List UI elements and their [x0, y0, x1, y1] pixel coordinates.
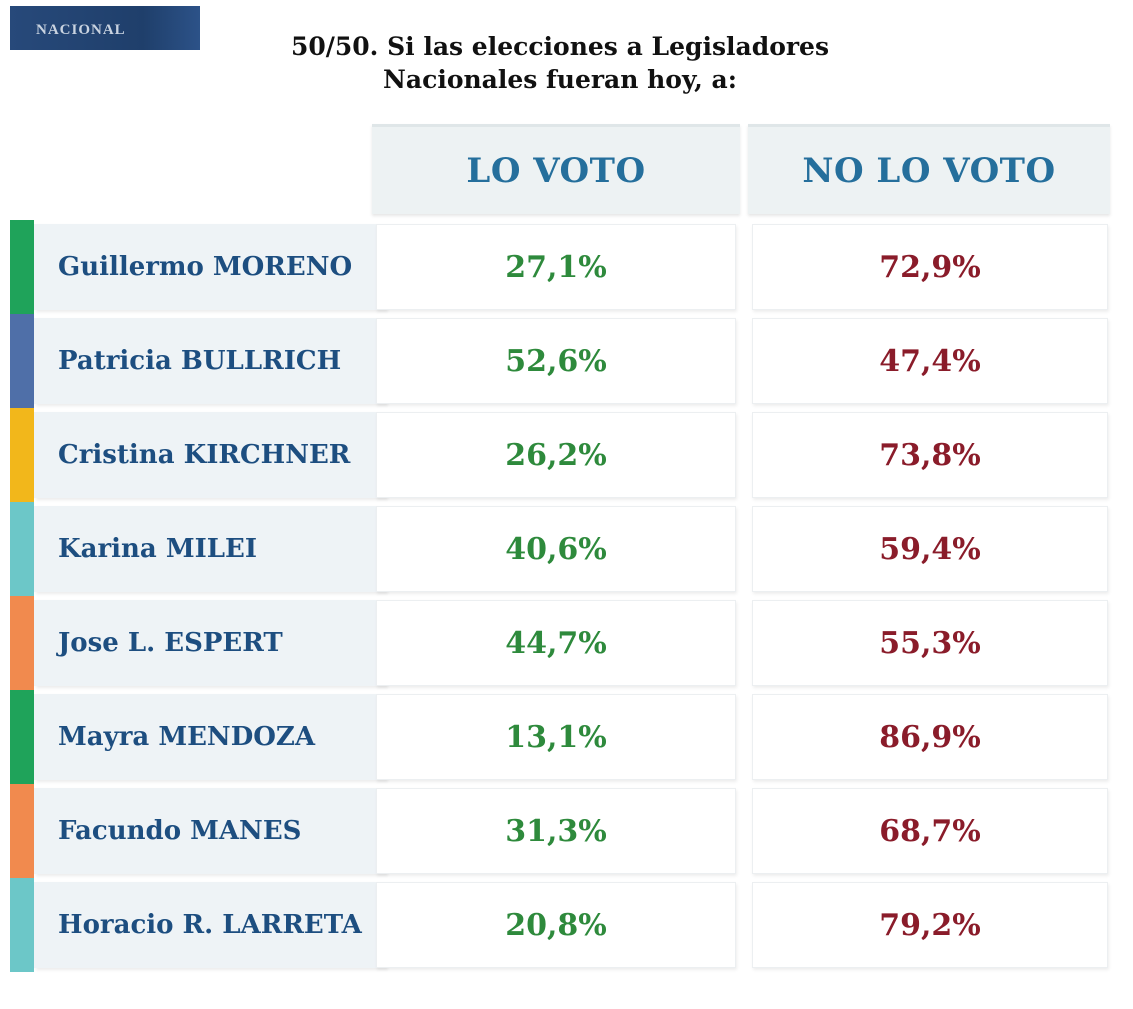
lo-voto-value: 13,1% [376, 694, 736, 780]
lo-voto-value: 26,2% [376, 412, 736, 498]
title-line-2: Nacionales fueran hoy, a: [383, 65, 737, 94]
table-row: Patricia BULLRICH 52,6% 47,4% [10, 314, 1110, 408]
title-line-1: 50/50. Si las elecciones a Legisladores [290, 32, 830, 61]
party-color-stripe [10, 314, 34, 408]
party-color-stripe [10, 502, 34, 596]
no-lo-voto-value: 79,2% [752, 882, 1108, 968]
lo-voto-value: 44,7% [376, 600, 736, 686]
candidate-name: Horacio R. LARRETA [34, 882, 386, 968]
table-row: Facundo MANES 31,3% 68,7% [10, 784, 1110, 878]
candidate-name: Jose L. ESPERT [34, 600, 386, 686]
no-lo-voto-value: 72,9% [752, 224, 1108, 310]
no-lo-voto-value: 68,7% [752, 788, 1108, 874]
no-lo-voto-value: 59,4% [752, 506, 1108, 592]
lo-voto-value: 31,3% [376, 788, 736, 874]
party-color-stripe [10, 784, 34, 878]
no-lo-voto-value: 55,3% [752, 600, 1108, 686]
candidate-name: Patricia BULLRICH [34, 318, 386, 404]
lo-voto-value: 52,6% [376, 318, 736, 404]
party-color-stripe [10, 690, 34, 784]
table-row: Guillermo MORENO 27,1% 72,9% [10, 220, 1110, 314]
candidate-name: Cristina KIRCHNER [34, 412, 386, 498]
column-header-no-lo-voto: NO LO VOTO [748, 124, 1110, 214]
no-lo-voto-value: 47,4% [752, 318, 1108, 404]
table-row: Cristina KIRCHNER 26,2% 73,8% [10, 408, 1110, 502]
table-row: Mayra MENDOZA 13,1% 86,9% [10, 690, 1110, 784]
table-row: Jose L. ESPERT 44,7% 55,3% [10, 596, 1110, 690]
candidate-name: Karina MILEI [34, 506, 386, 592]
party-color-stripe [10, 408, 34, 502]
no-lo-voto-value: 86,9% [752, 694, 1108, 780]
party-color-stripe [10, 596, 34, 690]
lo-voto-value: 40,6% [376, 506, 736, 592]
table-row: Horacio R. LARRETA 20,8% 79,2% [10, 878, 1110, 972]
lo-voto-value: 20,8% [376, 882, 736, 968]
chart-title: 50/50. Si las elecciones a Legisladores … [230, 30, 890, 96]
section-badge: NACIONAL [10, 6, 200, 50]
candidate-name: Mayra MENDOZA [34, 694, 386, 780]
no-lo-voto-value: 73,8% [752, 412, 1108, 498]
table-row: Karina MILEI 40,6% 59,4% [10, 502, 1110, 596]
lo-voto-value: 27,1% [376, 224, 736, 310]
candidate-name: Facundo MANES [34, 788, 386, 874]
column-header-lo-voto: LO VOTO [372, 124, 740, 214]
party-color-stripe [10, 878, 34, 972]
party-color-stripe [10, 220, 34, 314]
candidate-name: Guillermo MORENO [34, 224, 386, 310]
